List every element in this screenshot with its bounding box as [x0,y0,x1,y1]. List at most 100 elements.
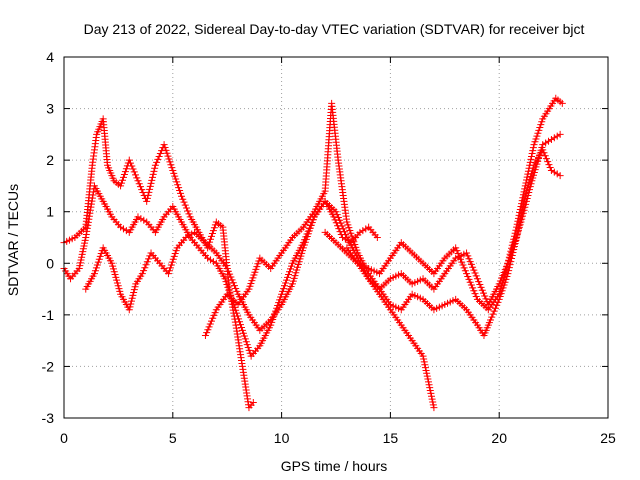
data-point [245,346,253,354]
data-point [488,313,496,321]
data-point [137,215,145,223]
data-point [140,267,148,275]
data-point [169,255,177,263]
data-point [542,139,550,147]
data-point [519,209,527,217]
data-point [207,256,215,264]
data-point [464,272,472,280]
data-point [477,283,485,291]
data-point [505,257,513,265]
data-point [165,155,173,163]
data-point [339,225,347,233]
data-point [482,295,490,303]
data-point [496,277,504,285]
data-point [206,320,214,328]
data-point [168,164,176,172]
data-point [338,222,346,230]
data-point [471,269,479,277]
data-point [232,306,240,314]
data-point [223,280,231,288]
data-point [538,118,546,126]
data-point [516,208,524,216]
chart-title: Day 213 of 2022, Sidereal Day-to-day VTE… [84,21,585,37]
data-point [558,99,566,107]
data-point [475,278,483,286]
data-point [452,244,460,252]
data-point [528,152,536,160]
data-point [82,234,90,241]
data-point [125,156,133,164]
data-point [523,176,531,184]
series-track-1 [60,115,257,412]
data-point [518,200,526,208]
y-axis-title: SDTVAR / TECUs [5,184,21,296]
data-point [117,182,125,190]
data-point [163,149,171,157]
data-point [467,260,475,268]
data-point [495,280,503,288]
data-point [227,273,235,281]
data-point [420,355,428,363]
data-point [427,389,435,397]
data-point [140,216,148,224]
data-point [170,252,178,260]
data-point [211,221,219,229]
data-point [96,252,104,260]
data-point [242,338,250,346]
data-point [175,184,183,192]
data-point [148,176,156,184]
data-point [523,194,531,202]
x-tick-label: 20 [491,430,507,446]
data-point [138,186,146,194]
y-tick-label: -3 [42,410,55,426]
data-point [466,258,474,266]
x-tick-label: 15 [383,430,399,446]
data-point [139,189,147,197]
data-point [342,231,350,239]
data-point [97,250,105,258]
data-point [224,267,232,275]
x-tick-label: 0 [60,430,68,446]
data-point [463,270,471,278]
data-point [421,361,429,369]
data-point [453,247,461,255]
data-point [127,297,135,305]
data-point [336,216,344,224]
data-point [135,180,143,188]
data-point [167,261,175,269]
data-point [476,280,484,288]
data-point [95,255,103,263]
data-point [550,168,558,176]
data-point [89,191,97,199]
data-point [204,254,212,262]
data-point [131,283,139,291]
data-point [182,204,190,212]
data-point [233,309,241,317]
data-point [150,167,158,175]
data-point [181,201,189,209]
data-point [238,326,246,334]
data-point [138,270,146,278]
data-point [521,182,529,190]
data-point [525,164,533,172]
data-point [130,286,138,294]
data-point [470,287,478,295]
data-point [521,185,529,193]
data-point [126,303,134,311]
data-point [542,155,550,163]
data-point [88,194,96,202]
x-tick-label: 25 [600,430,616,446]
data-point [550,134,558,142]
data-point [147,179,155,187]
data-point [523,173,531,181]
data-point [539,141,547,149]
data-point [207,232,215,240]
data-point [428,392,436,400]
data-point [489,310,497,318]
data-point [537,121,545,129]
data-point [337,219,345,227]
data-point [517,218,525,226]
data-point [333,211,341,219]
data-point [237,323,245,331]
